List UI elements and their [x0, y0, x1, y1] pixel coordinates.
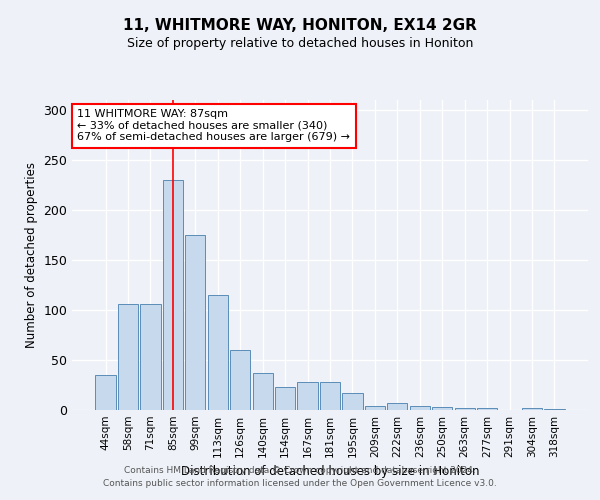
- Bar: [140, 304, 161, 410]
- Text: Contains HM Land Registry data © Crown copyright and database right 2024.
Contai: Contains HM Land Registry data © Crown c…: [103, 466, 497, 487]
- Bar: [477, 408, 497, 410]
- Bar: [95, 375, 116, 410]
- Bar: [298, 382, 317, 410]
- Bar: [432, 407, 452, 410]
- Bar: [185, 235, 205, 410]
- Bar: [455, 408, 475, 410]
- Bar: [253, 373, 273, 410]
- Bar: [208, 295, 228, 410]
- Bar: [365, 406, 385, 410]
- Bar: [118, 304, 138, 410]
- Bar: [522, 408, 542, 410]
- Bar: [387, 403, 407, 410]
- Text: 11 WHITMORE WAY: 87sqm
← 33% of detached houses are smaller (340)
67% of semi-de: 11 WHITMORE WAY: 87sqm ← 33% of detached…: [77, 110, 350, 142]
- X-axis label: Distribution of detached houses by size in Honiton: Distribution of detached houses by size …: [181, 466, 479, 478]
- Bar: [410, 406, 430, 410]
- Bar: [163, 180, 183, 410]
- Y-axis label: Number of detached properties: Number of detached properties: [25, 162, 38, 348]
- Bar: [544, 409, 565, 410]
- Bar: [320, 382, 340, 410]
- Bar: [275, 387, 295, 410]
- Text: Size of property relative to detached houses in Honiton: Size of property relative to detached ho…: [127, 38, 473, 51]
- Bar: [343, 393, 362, 410]
- Bar: [230, 350, 250, 410]
- Text: 11, WHITMORE WAY, HONITON, EX14 2GR: 11, WHITMORE WAY, HONITON, EX14 2GR: [123, 18, 477, 32]
